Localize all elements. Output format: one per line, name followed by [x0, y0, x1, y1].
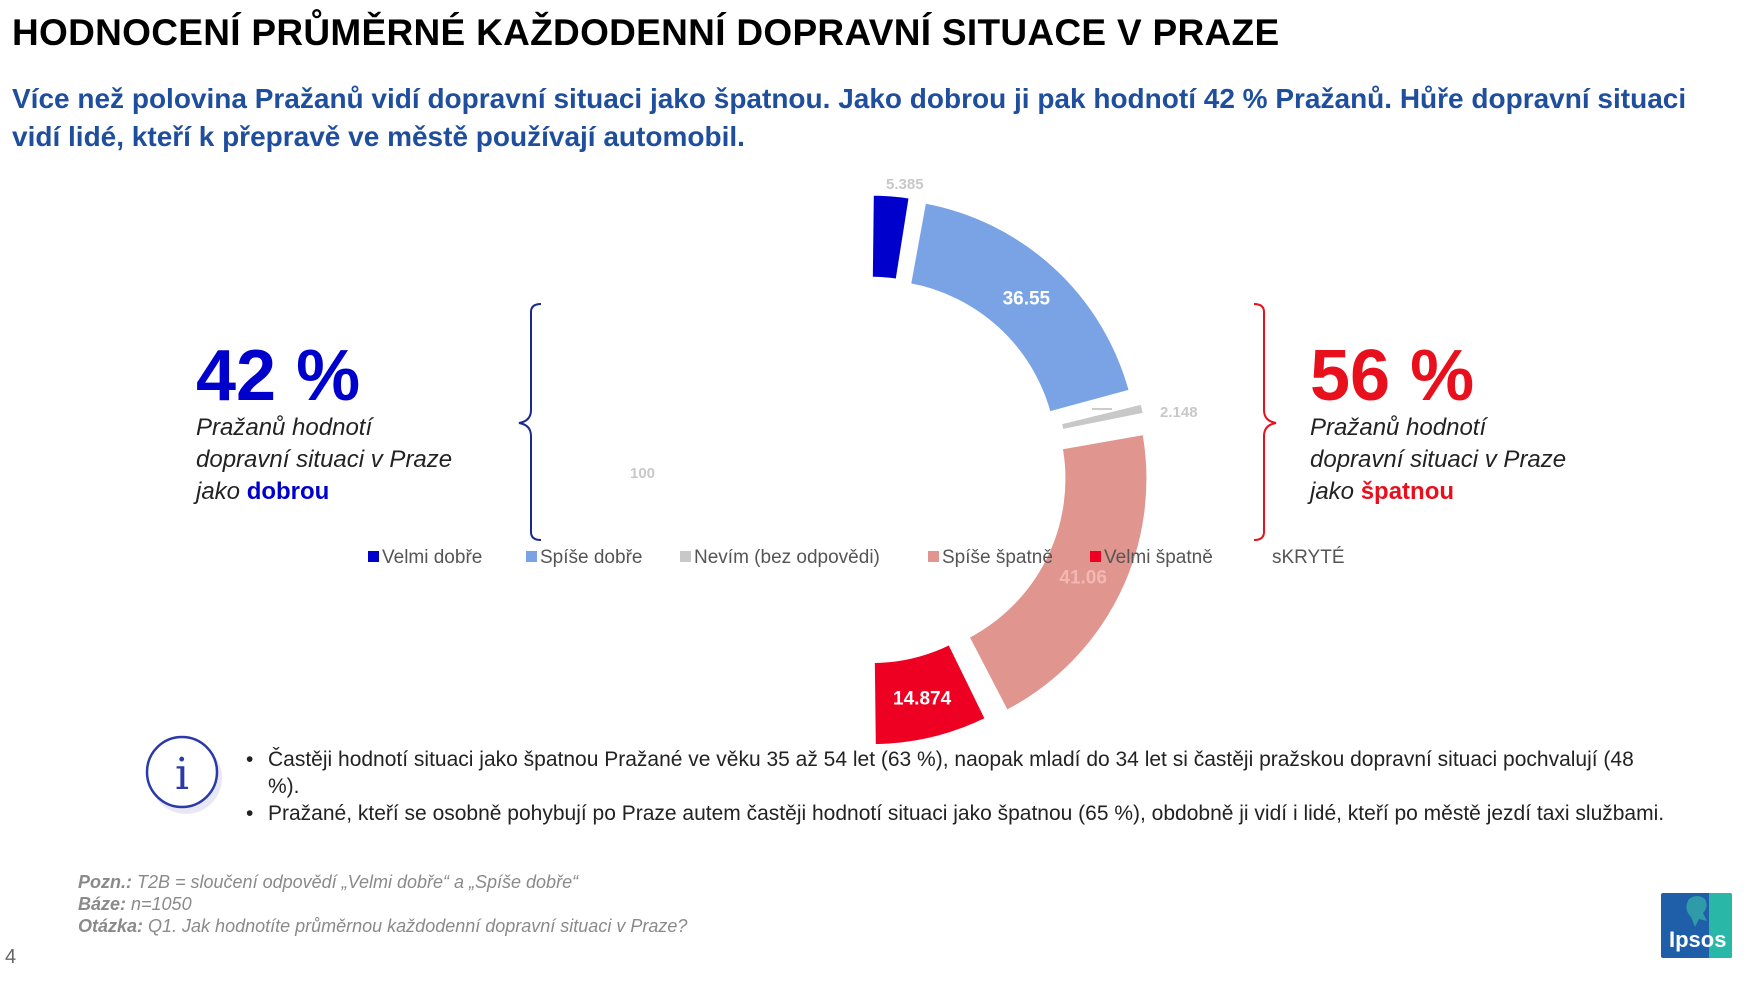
- legend-item-nevim: Nevím (bez odpovědi): [680, 547, 880, 569]
- slice-nev-m-bez-odpov-di-: [1058, 401, 1147, 433]
- right-percentage: 56 %: [1310, 336, 1475, 416]
- finding-item: Častěji hodnotí situaci jako špatnou Pra…: [246, 746, 1666, 800]
- ipsos-logo: Ipsos: [1661, 893, 1732, 958]
- page-number: 4: [5, 946, 17, 968]
- slice-velmi-dob-e: [869, 192, 912, 282]
- legend-item-skryte: sKRYTÉ: [1272, 547, 1345, 568]
- slice-sp-e-patn-: [965, 431, 1150, 714]
- left-highlight: dobrou: [246, 478, 330, 505]
- slice-velmi-patn-: [871, 641, 989, 748]
- slice-sp-e-dob-e: [907, 200, 1133, 415]
- legend-item-velmi-spatne: Velmi špatně: [1090, 547, 1213, 569]
- footnotes: Pozn.: T2B = sloučení odpovědí „Velmi do…: [78, 872, 688, 936]
- slide-title: HODNOCENÍ PRŮMĚRNÉ KAŽDODENNÍ DOPRAVNÍ S…: [12, 12, 1280, 53]
- finding-item: Pražané, kteří se osobně pohybují po Pra…: [246, 800, 1666, 827]
- right-bracket: [1253, 303, 1277, 541]
- findings-list: Častěji hodnotí situaci jako špatnou Pra…: [246, 746, 1666, 827]
- slide-subtitle: Více než polovina Pražanů vidí dopravní …: [12, 83, 1687, 152]
- legend-item-spise-spatne: Spíše špatně: [928, 547, 1053, 569]
- legend-item-velmi-dobre: Velmi dobře: [368, 547, 482, 569]
- slice-value-label: 36.55: [1003, 289, 1051, 310]
- left-description: Pražanů hodnotí dopravní situaci v Praze…: [196, 414, 453, 505]
- svg-text:i: i: [175, 749, 189, 800]
- slice-value-label: 14.874: [893, 689, 952, 710]
- slice-label-nevim: 2.148: [1160, 404, 1198, 421]
- left-percentage: 42 %: [196, 336, 361, 416]
- slice-value-label: 41.06: [1059, 567, 1107, 588]
- right-highlight: špatnou: [1360, 478, 1455, 505]
- slice-label-skryte: 100: [630, 465, 656, 482]
- legend-item-spise-dobre: Spíše dobře: [526, 547, 642, 569]
- left-bracket: [518, 303, 542, 541]
- right-description: Pražanů hodnotí dopravní situaci v Praze…: [1310, 414, 1567, 505]
- slice-label-velmi-dobre: 5.385: [886, 176, 924, 193]
